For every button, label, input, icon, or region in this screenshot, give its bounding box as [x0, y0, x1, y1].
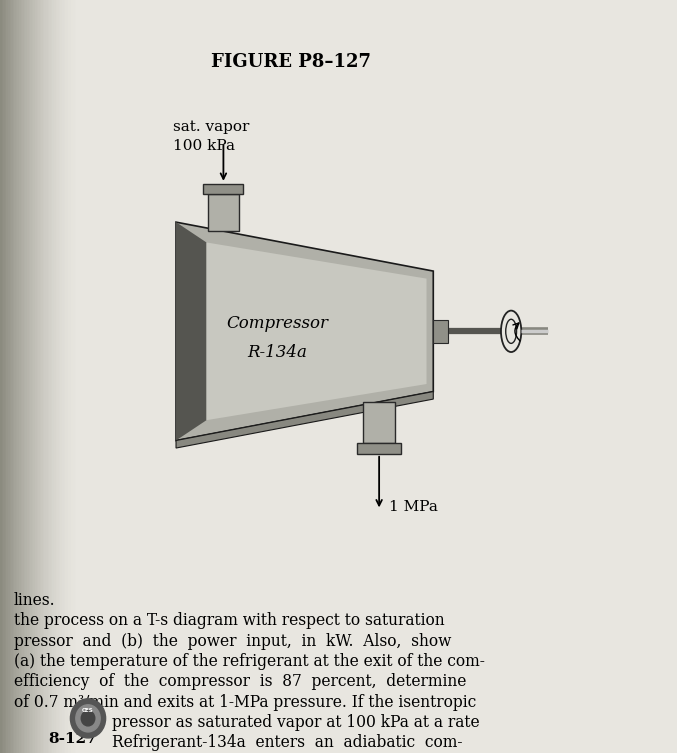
Text: 1 MPa: 1 MPa — [389, 500, 438, 514]
Text: FIGURE P8–127: FIGURE P8–127 — [211, 53, 371, 71]
Bar — [13, 0, 14, 753]
Bar — [43, 0, 45, 753]
Text: 100 kPa: 100 kPa — [173, 139, 235, 153]
Bar — [5, 0, 6, 753]
Bar — [57, 0, 59, 753]
Text: Refrigerant-134a  enters  an  adiabatic  com-: Refrigerant-134a enters an adiabatic com… — [112, 734, 462, 751]
Text: R-134a: R-134a — [248, 344, 307, 361]
Bar — [26, 0, 27, 753]
Text: the process on a T-s diagram with respect to saturation: the process on a T-s diagram with respec… — [14, 612, 444, 630]
Bar — [40, 0, 41, 753]
Bar — [49, 0, 51, 753]
Text: lines.: lines. — [14, 592, 55, 609]
Bar — [38, 0, 40, 753]
Text: (a) the temperature of the refrigerant at the exit of the com-: (a) the temperature of the refrigerant a… — [14, 653, 485, 670]
Bar — [19, 0, 20, 753]
Bar — [30, 0, 32, 753]
Bar — [65, 0, 67, 753]
Circle shape — [76, 705, 100, 732]
Bar — [11, 0, 13, 753]
Bar — [46, 0, 47, 753]
Bar — [0, 0, 1, 753]
Text: 8-127: 8-127 — [49, 732, 97, 746]
Polygon shape — [176, 222, 433, 441]
Bar — [1, 0, 3, 753]
Text: pressor  and  (b)  the  power  input,  in  kW.  Also,  show: pressor and (b) the power input, in kW. … — [14, 633, 451, 650]
Bar — [67, 0, 68, 753]
Bar — [74, 0, 77, 753]
Bar — [32, 0, 33, 753]
Bar — [204, 184, 244, 194]
Bar — [41, 0, 43, 753]
Bar — [62, 0, 64, 753]
Bar — [22, 0, 24, 753]
Circle shape — [81, 711, 95, 726]
Bar — [70, 0, 72, 753]
Bar — [52, 0, 54, 753]
Bar — [78, 0, 79, 753]
Circle shape — [70, 699, 106, 738]
Bar — [6, 0, 8, 753]
Bar — [357, 444, 401, 454]
Bar — [33, 0, 35, 753]
Text: CES: CES — [82, 709, 94, 713]
Bar — [27, 0, 28, 753]
Bar — [18, 0, 19, 753]
Bar — [209, 194, 238, 231]
Bar — [59, 0, 60, 753]
Bar — [73, 0, 74, 753]
Bar — [3, 0, 5, 753]
Bar — [37, 0, 38, 753]
Bar — [51, 0, 52, 753]
Bar — [54, 0, 56, 753]
Bar — [56, 0, 57, 753]
Polygon shape — [176, 392, 433, 448]
Bar — [16, 0, 18, 753]
Bar — [47, 0, 49, 753]
Bar — [64, 0, 65, 753]
Bar — [24, 0, 26, 753]
Bar — [21, 0, 22, 753]
Bar — [9, 0, 11, 753]
Bar — [77, 0, 78, 753]
Text: sat. vapor: sat. vapor — [173, 120, 249, 134]
Bar — [363, 402, 395, 444]
Polygon shape — [176, 222, 206, 441]
Bar — [8, 0, 9, 753]
Bar — [35, 0, 37, 753]
Bar — [72, 0, 73, 753]
Text: pressor as saturated vapor at 100 kPa at a rate: pressor as saturated vapor at 100 kPa at… — [112, 714, 479, 731]
Bar — [68, 0, 70, 753]
Bar — [433, 320, 448, 343]
Bar — [60, 0, 62, 753]
Polygon shape — [206, 242, 427, 420]
Bar — [14, 0, 16, 753]
Text: Compressor: Compressor — [227, 316, 328, 332]
Text: of 0.7 m³/min and exits at 1-MPa pressure. If the isentropic: of 0.7 m³/min and exits at 1-MPa pressur… — [14, 694, 476, 711]
Bar — [45, 0, 46, 753]
Bar — [28, 0, 30, 753]
Text: efficiency  of  the  compressor  is  87  percent,  determine: efficiency of the compressor is 87 perce… — [14, 673, 466, 691]
